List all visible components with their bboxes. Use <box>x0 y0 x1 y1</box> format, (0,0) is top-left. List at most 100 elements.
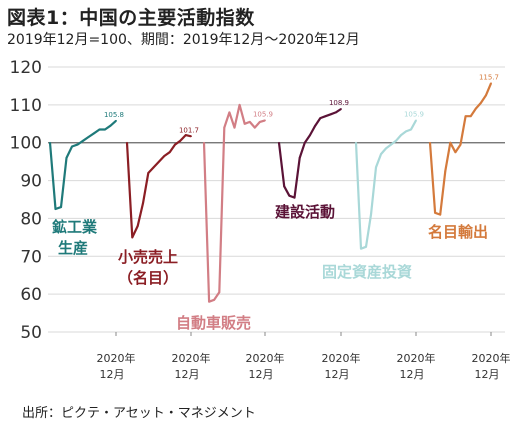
chart-panels: 105.8鉱工業生産2020年12月101.7小売売上（名目）2020年12月1… <box>48 73 511 381</box>
data-point <box>400 134 402 137</box>
data-point <box>104 128 106 131</box>
data-point <box>174 143 176 146</box>
x-tick-label-year: 2020年 <box>172 351 211 365</box>
x-tick-label-year: 2020年 <box>472 351 511 365</box>
series-label: 固定資産投資 <box>322 263 412 281</box>
data-point <box>238 103 241 106</box>
data-point <box>152 166 155 169</box>
series-label: 自動車販売 <box>176 314 251 332</box>
data-point <box>54 208 57 210</box>
data-point <box>259 120 261 123</box>
y-tick-120: 120 <box>10 58 42 78</box>
x-tick-label-month: 12月 <box>325 368 350 381</box>
data-point <box>469 115 472 118</box>
end-value-label: 115.7 <box>479 73 499 81</box>
data-point <box>474 107 477 110</box>
data-point <box>288 194 291 197</box>
data-point <box>203 141 205 144</box>
data-point <box>82 139 84 142</box>
x-tick-label-year: 2020年 <box>397 351 436 365</box>
data-point <box>329 113 332 116</box>
data-point <box>233 126 236 129</box>
data-point <box>309 134 311 137</box>
data-point <box>65 156 68 159</box>
x-tick-label-year: 2020年 <box>97 351 136 365</box>
data-point <box>454 151 457 154</box>
data-point <box>434 211 436 214</box>
data-point <box>131 236 134 239</box>
series-line-6 <box>428 82 493 216</box>
data-point <box>190 135 192 138</box>
data-point <box>319 117 322 120</box>
data-point <box>334 111 337 114</box>
data-point <box>485 94 487 97</box>
series-5: 105.9 固定資産投資 2020年 12月 <box>322 110 436 381</box>
end-value-label: 105.8 <box>104 111 124 119</box>
gridlines <box>48 66 505 333</box>
y-tick-80: 80 <box>20 209 42 229</box>
x-tick-label-month: 12月 <box>175 368 200 381</box>
y-tick-90: 90 <box>20 172 42 192</box>
data-point <box>324 115 327 118</box>
data-point <box>298 156 301 159</box>
data-point <box>449 141 452 144</box>
series-3: 105.9 自動車販売 2020年 12月 <box>176 103 285 381</box>
data-point <box>464 115 467 118</box>
data-point <box>98 128 101 131</box>
data-point <box>147 172 150 174</box>
data-point <box>142 202 144 205</box>
data-point <box>380 153 382 155</box>
data-point <box>444 170 447 173</box>
x-tick-label-year: 2020年 <box>322 351 361 365</box>
series-line-4 <box>277 108 342 199</box>
series-label: 名目輸出 <box>428 223 488 241</box>
y-axis: 50 60 70 80 90 100 110 120 <box>10 58 42 343</box>
series-label: 小売売上 <box>118 248 178 266</box>
series-2: 101.7 小売売上 （名目） 2020年 12月 <box>118 126 211 381</box>
data-point <box>490 82 492 85</box>
end-value-label: 108.9 <box>329 99 349 107</box>
data-point <box>208 300 210 303</box>
x-tick-label-month: 12月 <box>400 368 425 381</box>
data-point <box>415 119 417 122</box>
data-point <box>365 245 367 248</box>
data-point <box>126 141 128 144</box>
series-label: 鉱工業 <box>52 218 98 236</box>
y-tick-70: 70 <box>20 247 42 267</box>
chart-subtitle: 2019年12月=100、期間：2019年12月～2020年12月 <box>7 32 360 48</box>
data-point <box>76 143 79 146</box>
data-point <box>71 145 73 148</box>
data-point <box>390 143 392 146</box>
data-point <box>49 141 51 144</box>
data-point <box>168 151 171 154</box>
data-point <box>459 143 462 146</box>
data-point <box>248 120 251 123</box>
data-point <box>410 128 412 131</box>
data-point <box>93 132 95 135</box>
data-point <box>375 166 377 169</box>
end-value-label: 105.9 <box>404 110 424 118</box>
data-point <box>405 130 407 133</box>
source-note: 出所：ピクテ・アセット・マネジメント <box>22 406 256 421</box>
data-point <box>253 126 256 129</box>
x-tick-label-month: 12月 <box>475 368 500 381</box>
data-point <box>385 147 387 150</box>
series-label: 生産 <box>58 239 88 257</box>
data-point <box>179 139 182 142</box>
data-point <box>429 141 431 144</box>
data-point <box>340 108 342 110</box>
data-point <box>184 134 187 137</box>
data-point <box>395 139 397 142</box>
data-point <box>60 206 62 208</box>
data-point <box>163 155 166 157</box>
y-tick-60: 60 <box>20 285 42 305</box>
chart-title: 図表1：中国の主要活動指数 <box>7 7 255 29</box>
y-tick-110: 110 <box>10 96 42 116</box>
series-line-2 <box>125 134 192 239</box>
data-point <box>360 247 362 250</box>
y-tick-100: 100 <box>10 134 42 154</box>
data-point <box>355 141 357 144</box>
series-6: 115.7 名目輸出 2020年 12月 <box>428 73 511 381</box>
